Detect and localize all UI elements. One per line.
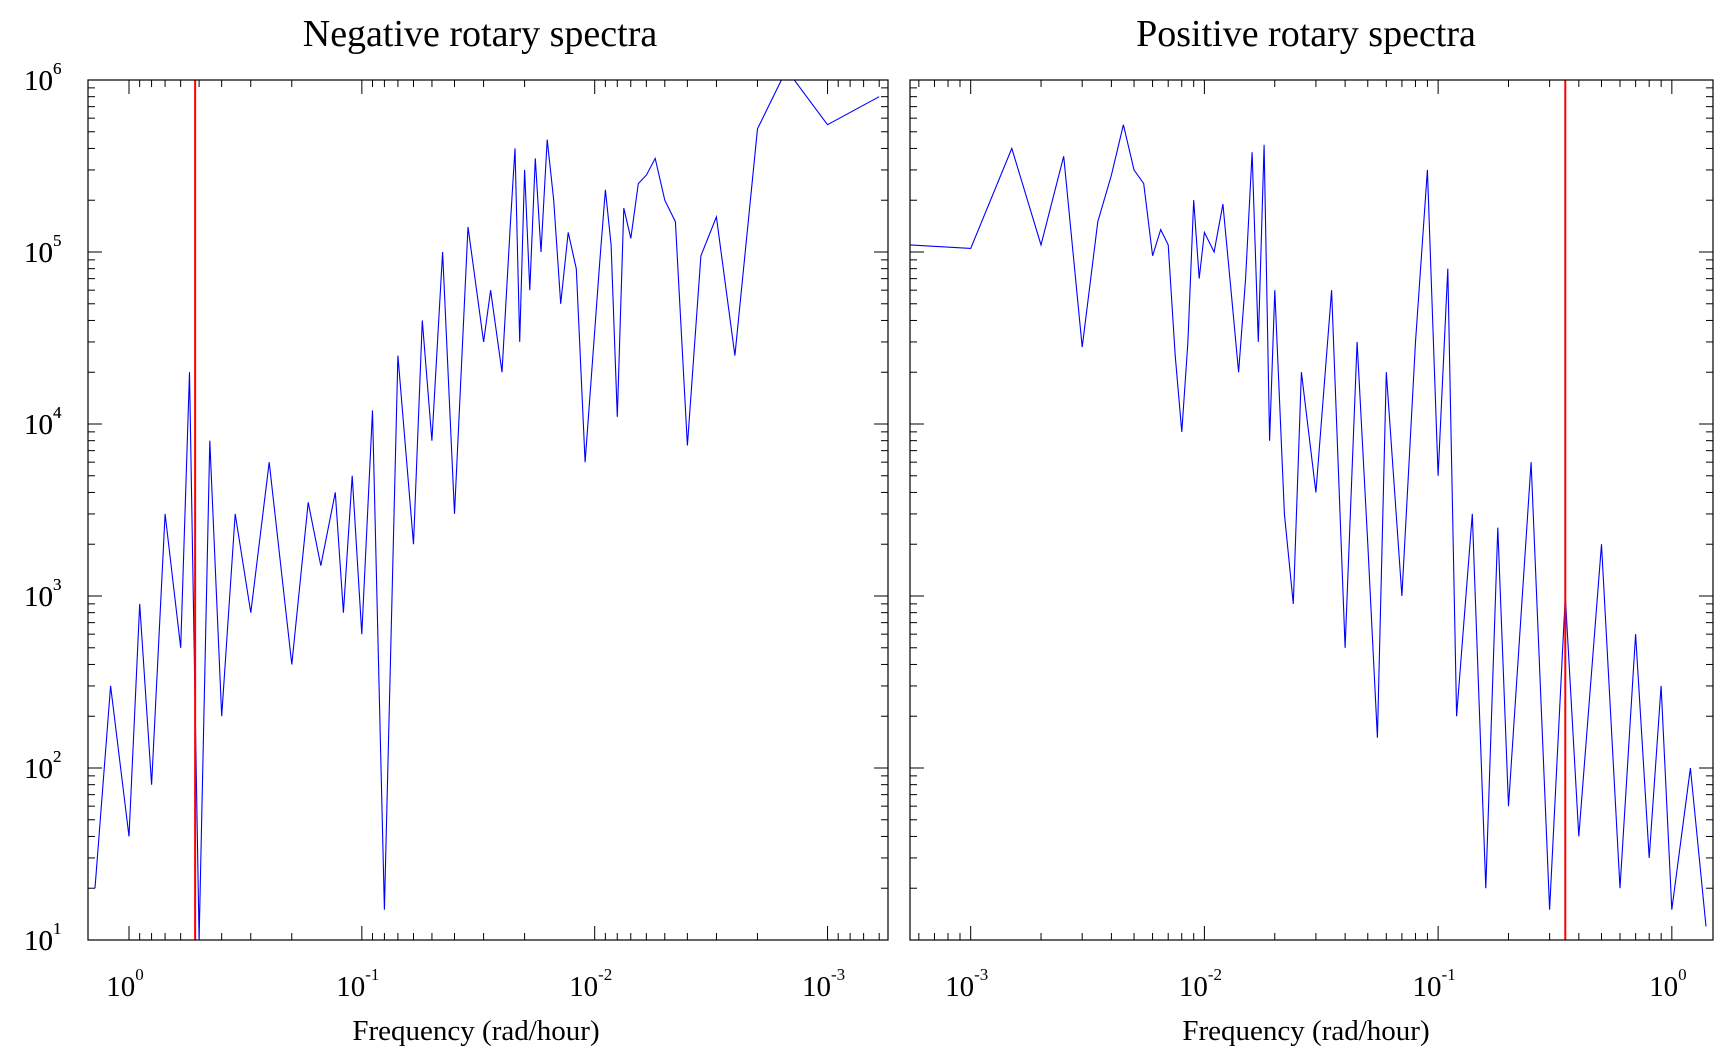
y-tick-label: 102	[24, 747, 62, 785]
tick-exponent: -1	[365, 965, 379, 984]
tick-exponent: 4	[53, 403, 62, 422]
chart-title: Positive rotary spectra	[1136, 13, 1476, 55]
tick-exponent: 6	[53, 59, 62, 78]
tick-exponent: -3	[974, 965, 988, 984]
spectrum-line	[94, 80, 880, 940]
plot-frame	[87, 79, 889, 941]
tick-base: 10	[24, 65, 53, 97]
x-tick-label: 10-3	[802, 965, 845, 1003]
tick-base: 10	[24, 753, 53, 785]
tick-base: 10	[24, 925, 53, 957]
tick-exponent: 6	[53, 59, 62, 78]
tick-base: 10	[1649, 971, 1678, 1003]
y-tick-label: 106	[24, 59, 62, 97]
tick-exponent: 5	[53, 231, 62, 250]
tick-base: 10	[24, 409, 53, 441]
y-tick-label: 105	[24, 231, 62, 269]
tick-base: 10	[24, 237, 53, 269]
y-tick-label: 102	[24, 747, 62, 785]
positive-rotary-panel: Positive rotary spectra 10-3 10-2 10-1 1001…	[24, 13, 1714, 1047]
tick-exponent: 3	[53, 575, 62, 594]
x-tick-label: 10-3	[945, 965, 988, 1003]
y-tick-label: 105	[24, 231, 62, 269]
x-tick-label: 10-1	[1413, 965, 1456, 1003]
x-tick-label: 10-1	[336, 965, 379, 1003]
tick-base: 10	[945, 971, 974, 1003]
tick-exponent: -3	[831, 965, 845, 984]
tick-base: 10	[1179, 971, 1208, 1003]
spectrum-line	[910, 124, 1707, 927]
chart-title: Negative rotary spectra	[303, 13, 658, 55]
tick-base: 10	[24, 925, 53, 957]
x-axis-label: Frequency (rad/hour)	[352, 1015, 599, 1047]
tick-base: 10	[1413, 971, 1442, 1003]
x-tick-label: 100	[106, 965, 144, 1003]
plot-frame	[909, 79, 1714, 941]
tick-base: 10	[24, 237, 53, 269]
tick-exponent: -2	[1208, 965, 1222, 984]
tick-exponent: 4	[53, 403, 62, 422]
tick-exponent: 1	[53, 919, 62, 938]
y-tick-label: 104	[24, 403, 62, 441]
tick-base: 10	[24, 753, 53, 785]
y-tick-label: 101	[24, 919, 62, 957]
y-tick-label: 103	[24, 575, 62, 613]
y-tick-label: 106	[24, 59, 62, 97]
y-tick-label: 103	[24, 575, 62, 613]
tick-exponent: 0	[1678, 965, 1687, 984]
x-tick-label: 10-2	[1179, 965, 1222, 1003]
tick-base: 10	[802, 971, 831, 1003]
tick-base: 10	[24, 409, 53, 441]
x-tick-label: 100	[1649, 965, 1687, 1003]
negative-rotary-panel: Negative rotary spectra 100 10-1 10-2 10-31…	[24, 13, 889, 1047]
tick-exponent: 1	[53, 919, 62, 938]
x-tick-label: 10-2	[569, 965, 612, 1003]
tick-base: 10	[336, 971, 365, 1003]
tick-exponent: 0	[135, 965, 144, 984]
tick-exponent: 2	[53, 747, 62, 766]
tick-exponent: 3	[53, 575, 62, 594]
tick-base: 10	[569, 971, 598, 1003]
x-axis-label: Frequency (rad/hour)	[1182, 1015, 1429, 1047]
tick-base: 10	[24, 65, 53, 97]
tick-exponent: 5	[53, 231, 62, 250]
y-tick-label: 101	[24, 919, 62, 957]
tick-base: 10	[24, 581, 53, 613]
y-tick-label: 104	[24, 403, 62, 441]
tick-exponent: 2	[53, 747, 62, 766]
tick-exponent: -2	[598, 965, 612, 984]
tick-exponent: -1	[1442, 965, 1456, 984]
tick-base: 10	[24, 581, 53, 613]
tick-base: 10	[106, 971, 135, 1003]
